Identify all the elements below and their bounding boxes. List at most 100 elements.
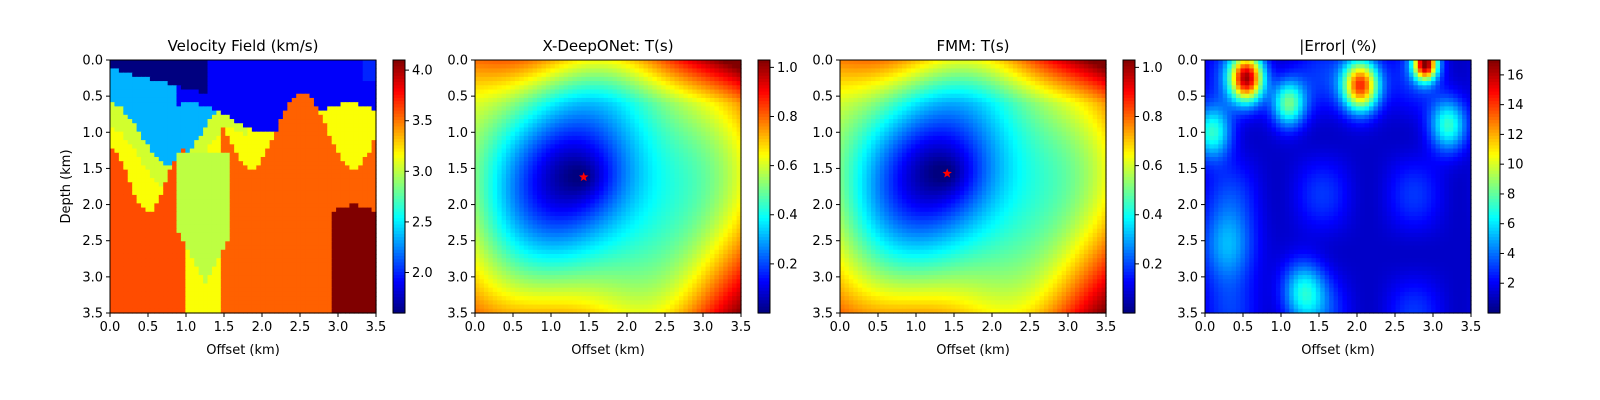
heatmap-cell [701, 106, 707, 112]
heatmap-cell [643, 72, 649, 78]
heatmap-cell [501, 110, 507, 116]
heatmap-cell [132, 178, 138, 183]
heatmap-cell [243, 110, 249, 116]
heatmap-cell [296, 144, 302, 150]
heatmap-cell [163, 144, 169, 150]
heatmap-cell [256, 131, 262, 137]
heatmap-cell [220, 72, 226, 78]
heatmap-cell [198, 152, 204, 158]
heatmap-cell [367, 173, 373, 179]
heatmap-cell [145, 245, 151, 251]
heatmap-cell [180, 119, 186, 124]
heatmap-cell [362, 123, 368, 129]
heatmap-cell [141, 270, 147, 276]
heatmap-cell [216, 220, 222, 226]
heatmap-cell [475, 93, 481, 99]
heatmap-cell [265, 241, 271, 247]
heatmap-cell [220, 173, 226, 179]
heatmap-cell [318, 81, 324, 86]
heatmap-cell [501, 97, 507, 103]
heatmap-cell [265, 76, 271, 82]
heatmap-cell [643, 135, 649, 141]
heatmap-cell [176, 228, 182, 234]
heatmap-cell [225, 106, 231, 112]
heatmap-cell [353, 173, 359, 179]
heatmap-cell [497, 97, 503, 103]
heatmap-cell [318, 308, 324, 314]
heatmap-cell [167, 211, 173, 217]
heatmap-cell [344, 220, 350, 226]
heatmap-cell [336, 102, 342, 107]
heatmap-cell [340, 127, 346, 133]
heatmap-cell [331, 140, 337, 145]
heatmap-cell [176, 140, 182, 145]
heatmap-cell [265, 119, 271, 124]
heatmap-cell [216, 275, 222, 280]
heatmap-cell [163, 131, 169, 137]
heatmap-cell [127, 119, 133, 124]
colorbar-segment [393, 145, 405, 150]
heatmap-cell [497, 102, 503, 107]
heatmap-cell [189, 102, 195, 107]
heatmap-cell [203, 178, 209, 183]
heatmap-cell [243, 182, 249, 188]
heatmap-cell [723, 68, 729, 74]
heatmap-cell [291, 127, 297, 133]
heatmap-cell [265, 190, 271, 196]
heatmap-cell [185, 266, 191, 272]
heatmap-cell [118, 178, 124, 183]
heatmap-cell [313, 211, 319, 217]
heatmap-cell [603, 85, 609, 91]
heatmap-cell [172, 296, 178, 301]
heatmap-cell [475, 89, 481, 95]
heatmap-cell [483, 60, 489, 65]
heatmap-cell [572, 135, 578, 141]
heatmap-cell [198, 123, 204, 129]
heatmap-cell [309, 300, 315, 306]
heatmap-cell [313, 119, 319, 124]
heatmap-cell [643, 76, 649, 82]
heatmap-cell [185, 241, 191, 247]
heatmap-cell [336, 119, 342, 124]
heatmap-cell [256, 72, 262, 78]
heatmap-cell [136, 85, 142, 91]
heatmap-cell [367, 224, 373, 230]
colorbar-segment [393, 192, 405, 197]
heatmap-cell [265, 216, 271, 221]
heatmap-cell [180, 275, 186, 280]
heatmap-cell [247, 127, 253, 133]
heatmap-cell [305, 296, 311, 301]
heatmap-cell [167, 140, 173, 145]
heatmap-cell [358, 249, 364, 255]
heatmap-cell [198, 258, 204, 263]
heatmap-cell [238, 182, 244, 188]
heatmap-cell [211, 207, 217, 213]
heatmap-cell [313, 89, 319, 95]
heatmap-cell [167, 207, 173, 213]
heatmap-cell [519, 68, 525, 74]
heatmap-cell [216, 161, 222, 167]
heatmap-cell [349, 123, 355, 129]
colorbar-frame [392, 59, 406, 314]
heatmap-cell [300, 81, 306, 86]
heatmap-cell [305, 127, 311, 133]
heatmap-cell [309, 296, 315, 301]
heatmap-cell [243, 76, 249, 82]
heatmap-cell [718, 64, 724, 70]
heatmap-cell [287, 296, 293, 301]
heatmap-cell [141, 123, 147, 129]
heatmap-cell [274, 203, 280, 209]
heatmap-cell [678, 144, 684, 150]
heatmap-cell [274, 110, 280, 116]
heatmap-cell [194, 211, 200, 217]
heatmap-cell [630, 127, 636, 133]
heatmap-cell [216, 72, 222, 78]
heatmap-cell [136, 262, 142, 268]
heatmap-cell [327, 216, 333, 221]
heatmap-cell [331, 253, 337, 259]
heatmap-cell [194, 173, 200, 179]
heatmap-cell [110, 173, 116, 179]
heatmap-cell [353, 224, 359, 230]
colorbar-segment [393, 132, 405, 137]
heatmap-cell [532, 123, 538, 129]
